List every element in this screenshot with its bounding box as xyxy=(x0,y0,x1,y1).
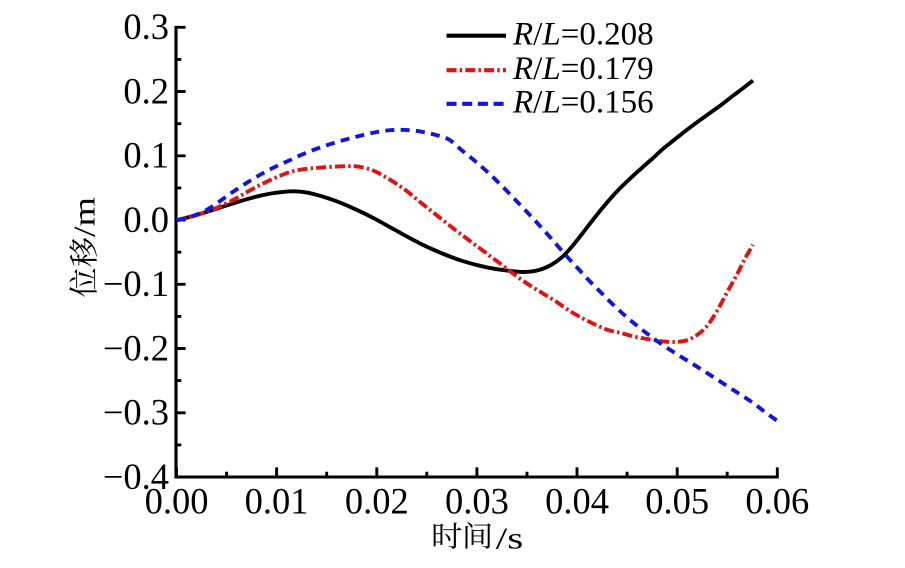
svg-text:−0.4: −0.4 xyxy=(103,456,169,497)
svg-text:0.06: 0.06 xyxy=(745,481,809,522)
svg-text:−0.2: −0.2 xyxy=(103,327,169,368)
svg-text:−0.1: −0.1 xyxy=(103,263,169,304)
svg-text:0.03: 0.03 xyxy=(445,481,509,522)
svg-text:0.02: 0.02 xyxy=(345,481,409,522)
svg-text:0.0: 0.0 xyxy=(123,199,169,240)
svg-text:−0.3: −0.3 xyxy=(103,392,169,433)
svg-text:0.01: 0.01 xyxy=(245,481,309,522)
svg-text:0.1: 0.1 xyxy=(123,135,169,176)
svg-text:R/L=0.156: R/L=0.156 xyxy=(512,85,654,121)
svg-text:0.2: 0.2 xyxy=(123,70,169,111)
svg-text:0.3: 0.3 xyxy=(123,6,169,47)
svg-text:0.05: 0.05 xyxy=(645,481,709,522)
svg-text:/m: /m xyxy=(67,197,102,237)
svg-text:/s: /s xyxy=(496,520,524,555)
svg-text:0.00: 0.00 xyxy=(145,481,209,522)
svg-text:0.04: 0.04 xyxy=(545,481,609,522)
svg-text:R/L=0.208: R/L=0.208 xyxy=(512,17,654,53)
svg-text:R/L=0.179: R/L=0.179 xyxy=(512,51,654,87)
